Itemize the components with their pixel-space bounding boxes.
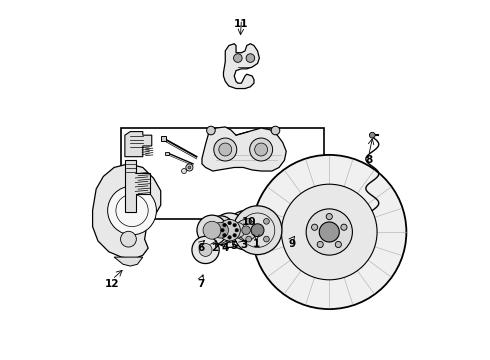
- Circle shape: [319, 222, 339, 242]
- Circle shape: [228, 235, 231, 239]
- Circle shape: [235, 228, 239, 232]
- Circle shape: [252, 155, 406, 309]
- Circle shape: [223, 223, 226, 227]
- Circle shape: [219, 143, 232, 156]
- Circle shape: [108, 186, 156, 235]
- Text: 2: 2: [211, 243, 218, 253]
- Text: 7: 7: [197, 279, 205, 289]
- Circle shape: [181, 168, 187, 174]
- Circle shape: [251, 224, 264, 237]
- Text: 11: 11: [234, 19, 248, 29]
- Circle shape: [234, 54, 242, 62]
- Circle shape: [214, 138, 237, 161]
- Circle shape: [188, 166, 191, 169]
- Circle shape: [220, 228, 224, 232]
- Circle shape: [207, 126, 215, 135]
- Text: 12: 12: [105, 279, 120, 289]
- Circle shape: [226, 211, 266, 250]
- Circle shape: [206, 216, 235, 244]
- Circle shape: [213, 222, 228, 238]
- Circle shape: [369, 132, 375, 138]
- Circle shape: [199, 243, 212, 256]
- Circle shape: [186, 164, 193, 171]
- Circle shape: [264, 219, 270, 224]
- Circle shape: [233, 234, 237, 237]
- Bar: [165, 152, 169, 155]
- Circle shape: [222, 215, 252, 245]
- Circle shape: [192, 236, 219, 264]
- Circle shape: [246, 219, 251, 224]
- Circle shape: [121, 231, 136, 247]
- Text: 1: 1: [253, 239, 260, 249]
- Circle shape: [229, 222, 245, 238]
- Circle shape: [228, 221, 231, 225]
- Circle shape: [326, 213, 332, 220]
- Circle shape: [281, 184, 377, 280]
- Circle shape: [264, 236, 270, 242]
- Circle shape: [306, 209, 352, 255]
- Circle shape: [246, 236, 251, 242]
- Circle shape: [250, 138, 272, 161]
- Circle shape: [197, 215, 227, 245]
- Circle shape: [335, 242, 342, 248]
- Circle shape: [233, 223, 237, 227]
- Circle shape: [235, 220, 257, 241]
- Text: 10: 10: [242, 217, 256, 227]
- Polygon shape: [202, 127, 286, 171]
- Text: 4: 4: [221, 243, 229, 253]
- Text: 3: 3: [241, 240, 248, 250]
- Polygon shape: [114, 257, 143, 266]
- Circle shape: [233, 206, 282, 255]
- Circle shape: [317, 242, 323, 248]
- Circle shape: [312, 224, 318, 230]
- Text: 8: 8: [365, 155, 372, 165]
- Circle shape: [271, 126, 280, 135]
- Polygon shape: [93, 164, 161, 259]
- Circle shape: [223, 234, 226, 237]
- Text: 5: 5: [231, 241, 238, 251]
- Circle shape: [212, 213, 247, 247]
- Text: 6: 6: [197, 243, 205, 253]
- Bar: [122, 128, 324, 220]
- Circle shape: [242, 226, 250, 234]
- Bar: [161, 136, 166, 141]
- Circle shape: [255, 143, 268, 156]
- Polygon shape: [223, 44, 259, 89]
- Circle shape: [246, 54, 255, 62]
- Polygon shape: [125, 160, 150, 212]
- Circle shape: [203, 221, 221, 239]
- Circle shape: [219, 220, 240, 241]
- Circle shape: [341, 224, 347, 230]
- Polygon shape: [125, 132, 152, 157]
- Text: 9: 9: [289, 239, 296, 249]
